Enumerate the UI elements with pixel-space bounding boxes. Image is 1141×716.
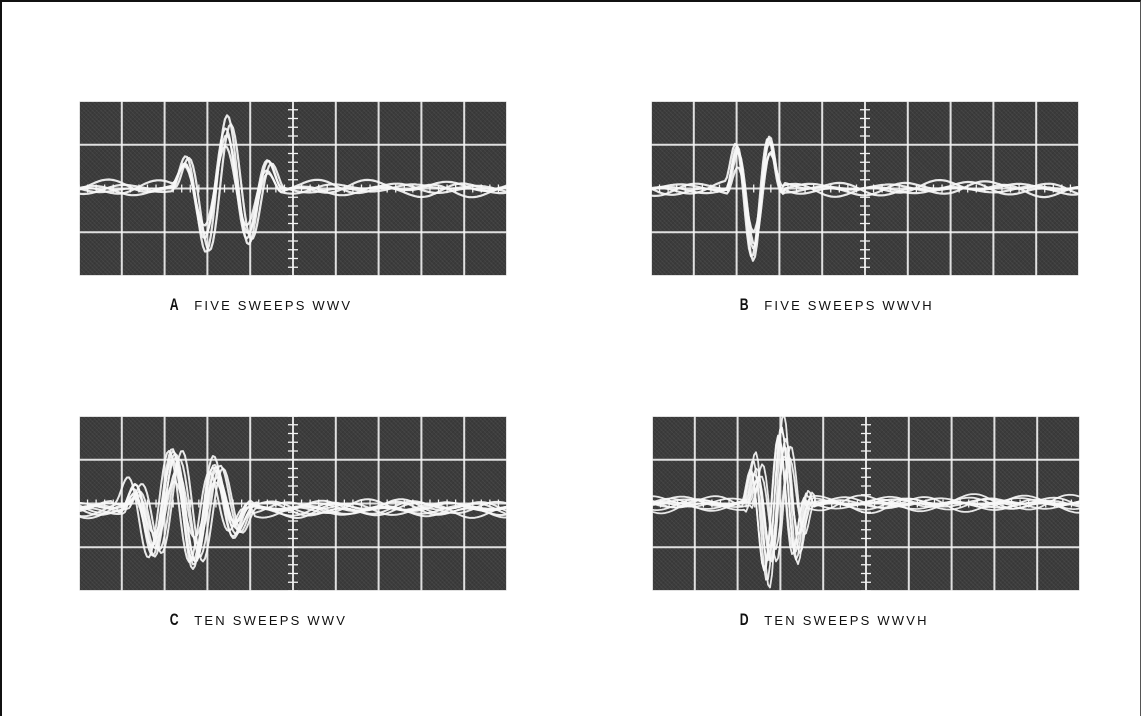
panel-caption-c: TEN SWEEPS WWV xyxy=(194,613,348,628)
trace-group xyxy=(651,135,1079,262)
trace-group xyxy=(79,448,507,570)
panel-caption-a: FIVE SWEEPS WWV xyxy=(194,298,353,313)
oscilloscope-screen-d xyxy=(652,416,1080,591)
caption-b: B FIVE SWEEPS WWVH xyxy=(738,295,934,315)
oscilloscope-trace-c xyxy=(79,416,507,591)
caption-a: A FIVE SWEEPS WWV xyxy=(168,295,352,315)
panel-letter-c: C xyxy=(169,610,179,629)
panel-letter-a: A xyxy=(169,295,179,314)
trace-group xyxy=(652,416,1080,589)
oscilloscope-trace-b xyxy=(651,101,1079,276)
oscilloscope-screen-c xyxy=(79,416,507,591)
oscilloscope-trace-a xyxy=(79,101,507,276)
caption-c: C TEN SWEEPS WWV xyxy=(168,610,347,630)
panel-letter-b: B xyxy=(739,295,749,314)
panel-caption-b: FIVE SWEEPS WWVH xyxy=(764,298,934,313)
oscilloscope-trace-d xyxy=(652,416,1080,591)
caption-d: D TEN SWEEPS WWVH xyxy=(738,610,929,630)
panel-letter-d: D xyxy=(739,610,749,629)
oscilloscope-screen-a xyxy=(79,101,507,276)
panel-caption-d: TEN SWEEPS WWVH xyxy=(764,613,929,628)
oscilloscope-screen-b xyxy=(651,101,1079,276)
trace-group xyxy=(79,114,507,253)
